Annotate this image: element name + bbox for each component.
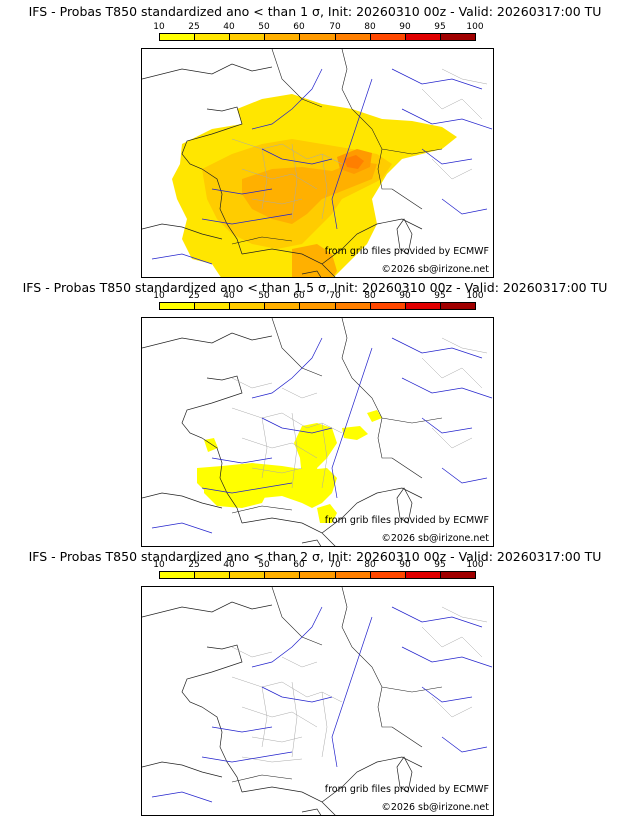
country-border	[231, 587, 443, 783]
rivers	[151, 337, 493, 534]
panel-1-color-scale: 10 25 40 50 60 70 80 90 95 100	[153, 22, 484, 44]
color-swatch	[404, 34, 440, 40]
prob-area-10	[204, 438, 218, 452]
panel-2-credit-copyright: ©2026 sb@irizone.net	[381, 533, 489, 544]
prob-area-10	[367, 410, 382, 422]
scale-label: 40	[223, 560, 235, 570]
scale-label: 90	[399, 291, 411, 301]
color-bar	[159, 571, 476, 579]
scale-label: 50	[258, 291, 270, 301]
scale-label: 60	[293, 22, 305, 32]
scale-label: 90	[399, 560, 411, 570]
scale-label: 95	[434, 560, 446, 570]
panel-1-title: IFS - Probas T850 standardized ano < tha…	[28, 4, 602, 19]
scale-label: 60	[293, 560, 305, 570]
rivers	[151, 68, 493, 265]
scale-label: 40	[223, 22, 235, 32]
panel-2-title: IFS - Probas T850 standardized ano < tha…	[22, 280, 608, 295]
scale-label: 25	[188, 560, 200, 570]
color-swatch	[264, 303, 300, 309]
color-swatch	[229, 34, 265, 40]
prob-area-60	[344, 155, 364, 169]
color-swatch	[194, 34, 230, 40]
color-swatch	[334, 34, 370, 40]
panel-3-title: IFS - Probas T850 standardized ano < tha…	[28, 549, 602, 564]
color-swatch	[194, 303, 230, 309]
admin-borders	[231, 337, 488, 489]
prob-area-40	[242, 161, 377, 224]
panel-3-credit-grib: from grib files provided by ECMWF	[324, 784, 489, 795]
panel-1-map: from grib files provided by ECMWF ©2026 …	[141, 48, 494, 278]
panel-2-map-canvas	[142, 318, 493, 546]
scale-label: 60	[293, 291, 305, 301]
scale-label: 50	[258, 22, 270, 32]
panel-1-credit-copyright: ©2026 sb@irizone.net	[381, 264, 489, 275]
color-swatch	[264, 572, 300, 578]
color-swatch	[194, 572, 230, 578]
color-swatch	[264, 34, 300, 40]
color-swatch	[229, 572, 265, 578]
color-swatch	[299, 34, 335, 40]
color-swatch	[160, 303, 195, 309]
color-swatch	[160, 34, 195, 40]
color-swatch	[160, 572, 195, 578]
color-swatch	[229, 303, 265, 309]
color-swatch	[439, 34, 475, 40]
scale-label: 100	[466, 291, 484, 301]
scale-label: 10	[153, 560, 165, 570]
color-swatch	[404, 303, 440, 309]
panel-3-credit-copyright: ©2026 sb@irizone.net	[381, 802, 489, 813]
admin-borders	[231, 606, 488, 763]
admin-borders	[231, 68, 488, 220]
color-swatch	[404, 572, 440, 578]
panel-1-map-canvas	[142, 49, 493, 277]
scale-label: 50	[258, 560, 270, 570]
scale-label: 95	[434, 22, 446, 32]
scale-label: 100	[466, 22, 484, 32]
panel-2-map: from grib files provided by ECMWF ©2026 …	[141, 317, 494, 547]
country-border	[231, 318, 443, 514]
color-swatch	[299, 303, 335, 309]
scale-label: 90	[399, 22, 411, 32]
country-border	[231, 49, 443, 245]
scale-label: 80	[364, 22, 376, 32]
scale-label: 95	[434, 291, 446, 301]
color-swatch	[369, 303, 405, 309]
coastline	[142, 63, 423, 277]
panel-3-map: from grib files provided by ECMWF ©2026 …	[141, 586, 494, 816]
prob-area-10	[317, 504, 337, 523]
color-swatch	[299, 572, 335, 578]
color-swatch	[369, 34, 405, 40]
scale-label: 100	[466, 560, 484, 570]
rivers	[151, 606, 493, 803]
coastline	[142, 601, 423, 815]
color-swatch	[439, 303, 475, 309]
scale-label: 70	[329, 560, 341, 570]
scale-label: 25	[188, 291, 200, 301]
scale-label: 10	[153, 291, 165, 301]
panel-3-map-canvas	[142, 587, 493, 815]
color-swatch	[439, 572, 475, 578]
panel-3-color-scale: 10 25 40 50 60 70 80 90 95 100	[153, 560, 484, 582]
scale-label: 25	[188, 22, 200, 32]
color-swatch	[369, 572, 405, 578]
panel-2-credit-grib: from grib files provided by ECMWF	[324, 515, 489, 526]
panel-1-credit-grib: from grib files provided by ECMWF	[324, 246, 489, 257]
scale-label: 80	[364, 560, 376, 570]
panel-2-color-scale: 10 25 40 50 60 70 80 90 95 100	[153, 291, 484, 313]
scale-label: 10	[153, 22, 165, 32]
prob-area-10	[342, 426, 368, 440]
prob-area-10	[204, 466, 267, 508]
scale-label: 70	[329, 291, 341, 301]
color-swatch	[334, 303, 370, 309]
color-swatch	[334, 572, 370, 578]
coastline	[142, 332, 423, 546]
scale-label: 80	[364, 291, 376, 301]
color-bar	[159, 302, 476, 310]
scale-label: 40	[223, 291, 235, 301]
scale-label: 70	[329, 22, 341, 32]
color-bar	[159, 33, 476, 41]
